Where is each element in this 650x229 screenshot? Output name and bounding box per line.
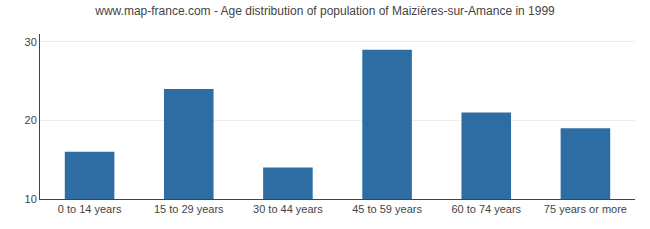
svg-text:45 to 59 years: 45 to 59 years [352, 203, 422, 215]
svg-text:10: 10 [25, 193, 37, 205]
svg-text:30 to 44 years: 30 to 44 years [253, 203, 323, 215]
svg-text:30: 30 [25, 36, 37, 48]
svg-text:20: 20 [25, 114, 37, 126]
svg-text:0 to 14 years: 0 to 14 years [58, 203, 122, 215]
svg-text:75 years or more: 75 years or more [544, 203, 627, 215]
svg-text:60 to 74 years: 60 to 74 years [451, 203, 521, 215]
svg-text:www.map-france.com - Age distr: www.map-france.com - Age distribution of… [94, 4, 555, 18]
svg-text:15 to 29 years: 15 to 29 years [154, 203, 224, 215]
